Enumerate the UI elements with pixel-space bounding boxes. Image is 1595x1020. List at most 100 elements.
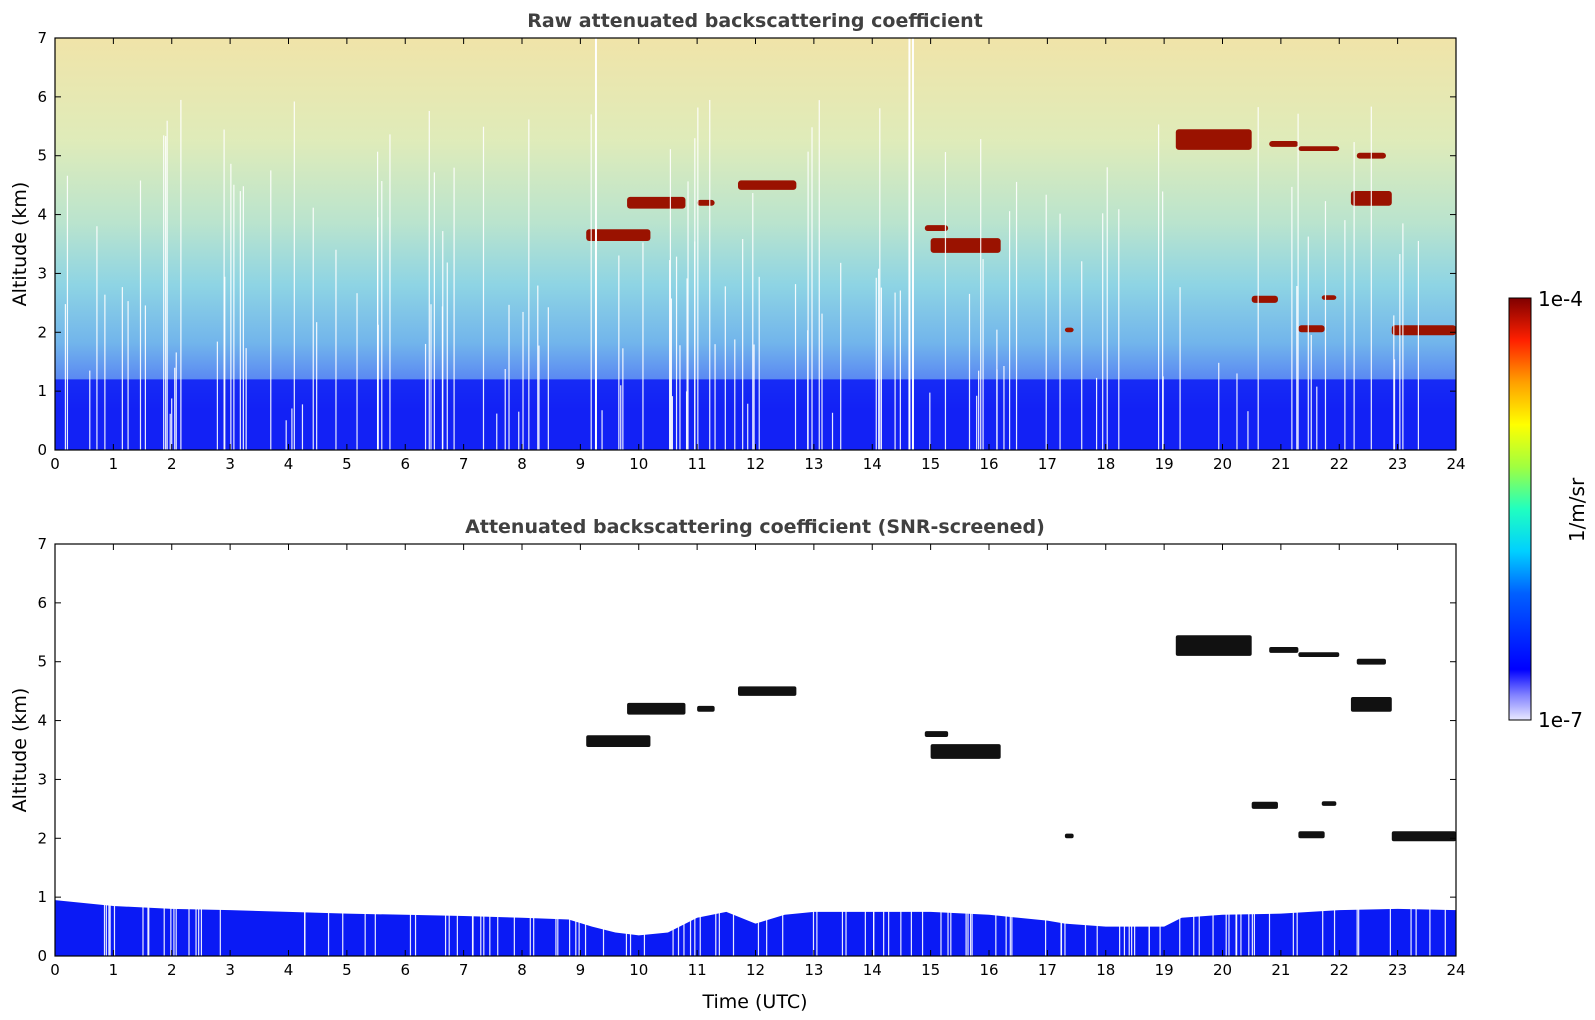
data-gap-stripe: [195, 897, 197, 956]
data-gap-stripe: [694, 897, 696, 956]
data-gap-stripe: [508, 304, 510, 450]
data-gap-stripe: [291, 408, 293, 450]
data-gap-stripe: [894, 292, 896, 450]
data-gap-stripe: [1310, 334, 1312, 450]
x-tick-label: 6: [400, 455, 410, 473]
data-gap-stripe: [689, 897, 692, 956]
data-gap-stripe: [910, 897, 912, 956]
cloud-layer: [1321, 295, 1337, 300]
heatmap-raw: [55, 38, 1456, 450]
data-gap-stripe: [670, 298, 672, 450]
x-tick-label: 14: [863, 961, 882, 979]
data-gap-stripe: [1344, 220, 1346, 450]
colorbar-min-label: 1e-7: [1538, 708, 1583, 732]
data-gap-stripe: [188, 897, 190, 956]
screened-cloud-layer: [1356, 658, 1386, 665]
panel-raw: Raw attenuated backscattering coefficien…: [9, 10, 1466, 473]
data-gap-stripe: [976, 395, 978, 450]
data-gap-stripe: [448, 897, 450, 956]
data-gap-stripe: [1235, 897, 1237, 956]
screened-cloud-layer: [1350, 697, 1392, 712]
x-tick-label: 14: [863, 455, 882, 473]
data-gap-stripe: [1307, 236, 1309, 450]
ylabel-screened: Altitude (km): [9, 688, 31, 813]
x-tick-label: 20: [1213, 455, 1232, 473]
data-gap-stripe: [304, 897, 306, 956]
data-gap-stripe: [807, 151, 809, 450]
data-gap-stripe: [1218, 362, 1220, 450]
data-gap-stripe: [356, 293, 358, 450]
data-gap-stripe: [899, 290, 901, 450]
data-gap-stripe: [569, 897, 571, 956]
colorbar: 1e-4 1e-7 1/m/sr: [1508, 287, 1589, 732]
data-gap-stripe: [900, 897, 902, 956]
data-gap-stripe: [433, 172, 435, 450]
x-tick-label: 18: [1096, 455, 1115, 473]
data-gap-stripe: [944, 152, 947, 450]
data-gap-stripe: [109, 897, 111, 956]
y-tick-label: 5: [37, 653, 47, 671]
data-gap-stripe: [529, 897, 531, 956]
data-gap-stripe: [601, 410, 603, 450]
data-gap-stripe: [875, 277, 877, 450]
data-gap-stripe: [163, 897, 165, 956]
data-gap-stripe: [1084, 897, 1087, 956]
data-gap-stripe: [483, 897, 485, 956]
data-gap-stripe: [642, 242, 644, 450]
data-gap-stripe: [173, 897, 175, 956]
data-gap-stripe: [1353, 142, 1355, 450]
x-tick-label: 3: [225, 455, 235, 473]
data-gap-stripe: [175, 352, 177, 450]
data-gap-stripe: [818, 100, 820, 450]
data-gap-stripe: [709, 99, 711, 450]
data-gap-stripe: [687, 181, 689, 450]
data-gap-stripe: [453, 167, 455, 450]
data-gap-stripe: [1193, 897, 1195, 956]
x-tick-label: 11: [688, 961, 707, 979]
x-tick-label: 2: [167, 455, 177, 473]
data-gap-stripe: [831, 412, 834, 450]
y-tick-label: 7: [37, 535, 47, 553]
data-gap-stripe: [538, 345, 540, 450]
data-gap-stripe: [971, 897, 973, 956]
data-gap-stripe: [381, 181, 383, 450]
y-tick-label: 0: [37, 947, 47, 965]
data-gap-stripe: [753, 344, 755, 450]
data-gap-stripe: [1399, 254, 1401, 450]
data-gap-stripe: [1148, 897, 1150, 956]
x-tick-label: 7: [459, 961, 469, 979]
data-gap-stripe: [1179, 287, 1181, 450]
data-gap-stripe: [1179, 897, 1181, 956]
data-gap-stripe: [374, 897, 376, 956]
screened-cloud-layer: [737, 686, 797, 696]
data-gap-stripe: [389, 134, 391, 450]
data-gap-stripe: [1429, 897, 1431, 956]
data-gap-stripe: [980, 139, 982, 450]
data-gap-stripe: [752, 193, 754, 450]
x-tick-label: 10: [629, 961, 648, 979]
screened-cloud-layer: [1321, 801, 1337, 806]
data-gap-stripe: [148, 897, 150, 956]
data-gap-stripe: [911, 38, 914, 450]
data-gap-stripe: [675, 256, 678, 450]
data-gap-stripe: [446, 262, 448, 450]
x-tick-label: 2: [167, 961, 177, 979]
data-gap-stripe: [584, 897, 587, 956]
data-gap-stripe: [1393, 315, 1395, 450]
screened-cloud-layer: [1391, 831, 1456, 842]
x-tick-label: 17: [1038, 961, 1057, 979]
data-gap-stripe: [230, 163, 232, 450]
data-gap-stripe: [816, 897, 818, 956]
data-gap-stripe: [224, 276, 226, 450]
data-gap-stripe: [1009, 897, 1011, 956]
data-gap-stripe: [1297, 113, 1299, 450]
x-tick-label: 1: [109, 455, 119, 473]
screened-background: [55, 544, 1456, 956]
data-gap-stripe: [699, 897, 701, 956]
data-gap-stripe: [1158, 124, 1160, 450]
data-gap-stripe: [982, 259, 984, 450]
data-gap-stripe: [1292, 897, 1294, 956]
data-gap-stripe: [242, 186, 244, 450]
data-gap-stripe: [1247, 411, 1249, 450]
data-gap-stripe: [270, 170, 272, 450]
